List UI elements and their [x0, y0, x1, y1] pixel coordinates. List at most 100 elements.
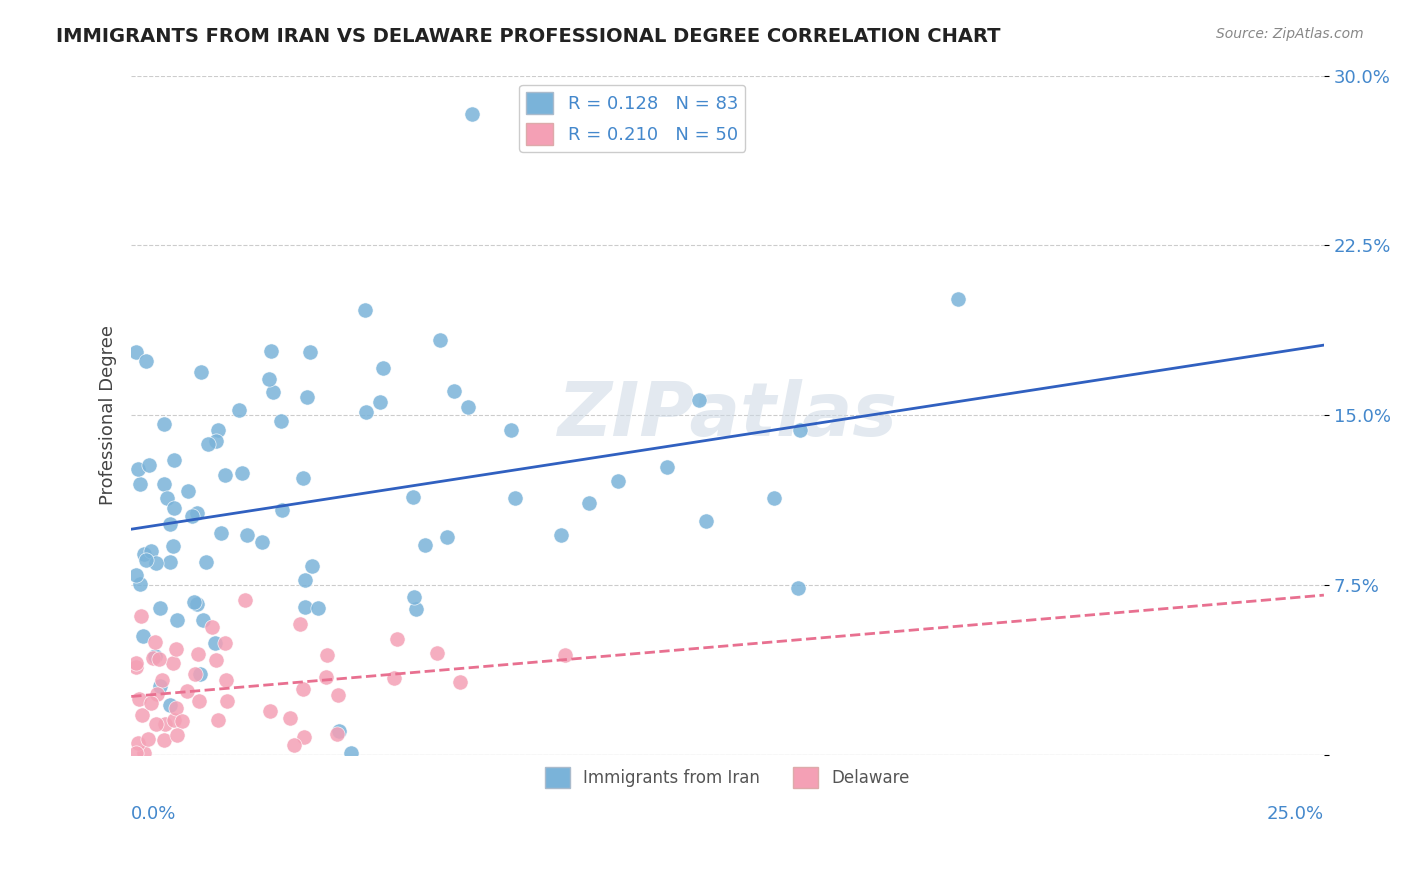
Point: [214, 467, 236, 482]
Legend: Immigrants from Iran, Delaware: Immigrants from Iran, Delaware: [538, 761, 917, 795]
Point: [125, 656, 148, 670]
Point: [371, 360, 394, 375]
Point: [162, 656, 184, 670]
Point: [186, 506, 208, 520]
Point: [315, 670, 337, 684]
Point: [236, 528, 259, 542]
Point: [328, 688, 350, 702]
Point: [207, 714, 229, 728]
Point: [786, 581, 808, 595]
Point: [260, 344, 283, 359]
Point: [166, 613, 188, 627]
Point: [183, 595, 205, 609]
Point: [426, 646, 449, 660]
Point: [370, 395, 392, 409]
Point: [215, 694, 238, 708]
Point: [125, 568, 148, 582]
Point: [283, 738, 305, 752]
Point: [503, 491, 526, 506]
Point: [215, 673, 238, 687]
Point: [291, 471, 314, 485]
Point: [135, 553, 157, 567]
Point: [578, 496, 600, 510]
Point: [143, 648, 166, 663]
Point: [402, 490, 425, 504]
Text: 25.0%: 25.0%: [1267, 805, 1324, 823]
Point: [354, 302, 377, 317]
Point: [138, 732, 160, 747]
Point: [186, 597, 208, 611]
Point: [271, 503, 294, 517]
Point: [152, 417, 174, 431]
Point: [204, 635, 226, 649]
Text: ZIPatlas: ZIPatlas: [558, 379, 897, 452]
Point: [429, 334, 451, 348]
Point: [129, 577, 152, 591]
Point: [187, 647, 209, 661]
Point: [143, 635, 166, 649]
Point: [457, 401, 479, 415]
Point: [153, 733, 176, 747]
Point: [307, 601, 329, 615]
Point: [688, 392, 710, 407]
Point: [382, 671, 405, 685]
Point: [162, 539, 184, 553]
Point: [184, 667, 207, 681]
Point: [340, 746, 363, 760]
Point: [233, 593, 256, 607]
Point: [228, 403, 250, 417]
Point: [789, 423, 811, 437]
Point: [207, 423, 229, 437]
Point: [402, 590, 425, 604]
Point: [195, 555, 218, 569]
Point: [328, 723, 350, 738]
Point: [139, 544, 162, 558]
Point: [190, 667, 212, 681]
Point: [163, 453, 186, 467]
Point: [205, 652, 228, 666]
Point: [150, 673, 173, 687]
Point: [292, 681, 315, 696]
Point: [165, 701, 187, 715]
Point: [187, 694, 209, 708]
Point: [315, 648, 337, 663]
Point: [148, 652, 170, 666]
Point: [443, 384, 465, 398]
Point: [166, 728, 188, 742]
Point: [145, 717, 167, 731]
Point: [209, 526, 232, 541]
Point: [146, 687, 169, 701]
Point: [201, 620, 224, 634]
Point: [262, 384, 284, 399]
Point: [413, 538, 436, 552]
Point: [135, 354, 157, 368]
Point: [231, 466, 253, 480]
Point: [280, 711, 302, 725]
Point: [354, 405, 377, 419]
Point: [129, 609, 152, 624]
Point: [163, 713, 186, 727]
Point: [326, 727, 349, 741]
Point: [191, 614, 214, 628]
Point: [131, 629, 153, 643]
Point: [128, 692, 150, 706]
Point: [259, 704, 281, 718]
Point: [125, 344, 148, 359]
Point: [385, 632, 408, 646]
Point: [159, 516, 181, 531]
Point: [205, 434, 228, 448]
Point: [149, 679, 172, 693]
Point: [155, 717, 177, 731]
Point: [301, 558, 323, 573]
Point: [152, 477, 174, 491]
Point: [180, 509, 202, 524]
Point: [141, 696, 163, 710]
Point: [436, 530, 458, 544]
Point: [554, 648, 576, 662]
Point: [156, 491, 179, 505]
Point: [138, 458, 160, 472]
Point: [606, 475, 628, 489]
Point: [214, 636, 236, 650]
Point: [149, 600, 172, 615]
Point: [197, 437, 219, 451]
